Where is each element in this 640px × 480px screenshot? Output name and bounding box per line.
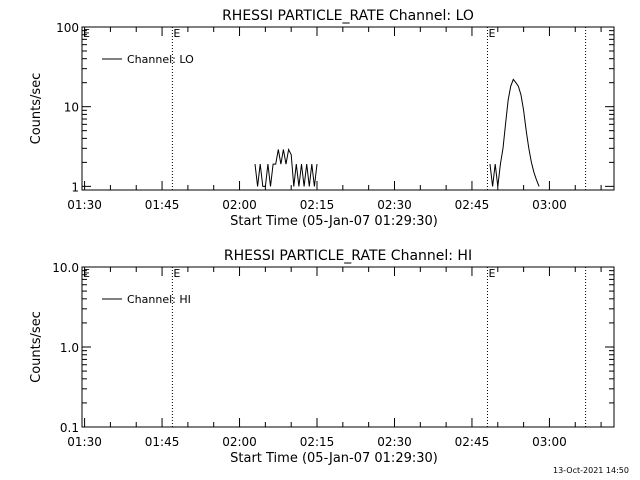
x-axis-label: Start Time (05-Jan-07 01:29:30) [230, 214, 438, 229]
y-tick-label: 0.1 [60, 421, 79, 435]
y-tick-label: 10 [64, 101, 79, 115]
legend-label: Channel: LO [127, 53, 194, 66]
event-marker-label: E [173, 27, 180, 40]
event-marker-label: E [488, 267, 495, 280]
y-tick-label: 100 [56, 21, 79, 35]
timestamp: 13-Oct-2021 14:50 [553, 466, 629, 475]
y-tick-label: 1 [71, 180, 79, 194]
x-tick-label: 02:45 [455, 198, 490, 212]
y-axis-label: Counts/sec [29, 73, 44, 145]
x-tick-label: 02:00 [222, 435, 257, 449]
x-tick-label: 01:45 [145, 198, 180, 212]
y-tick-label: 10.0 [52, 261, 79, 275]
y-axis-label: Counts/sec [29, 311, 44, 383]
plot-frame [81, 266, 615, 428]
x-tick-label: 01:30 [67, 435, 102, 449]
y-tick-label: 1.0 [60, 341, 79, 355]
legend-label: Channel: HI [127, 293, 191, 306]
x-tick-label: 01:45 [145, 435, 180, 449]
chart-title: RHESSI PARTICLE_RATE Channel: HI [224, 248, 472, 264]
x-axis-label: Start Time (05-Jan-07 01:29:30) [230, 451, 438, 466]
x-tick-label: 03:00 [532, 435, 567, 449]
x-tick-label: 02:45 [455, 435, 490, 449]
x-tick-label: 03:00 [532, 198, 567, 212]
x-tick-label: 02:30 [377, 435, 412, 449]
series-line [254, 78, 540, 187]
event-marker-label: E [173, 267, 180, 280]
x-tick-label: 02:15 [300, 198, 335, 212]
event-marker-label: E [83, 267, 90, 280]
chart-title: RHESSI PARTICLE_RATE Channel: LO [222, 8, 474, 24]
x-tick-label: 02:00 [222, 198, 257, 212]
x-tick-label: 01:30 [67, 198, 102, 212]
plot-frame [81, 26, 615, 191]
x-tick-label: 02:30 [377, 198, 412, 212]
event-marker-label: E [488, 27, 495, 40]
x-tick-label: 02:15 [300, 435, 335, 449]
event-marker-label: E [83, 27, 90, 40]
